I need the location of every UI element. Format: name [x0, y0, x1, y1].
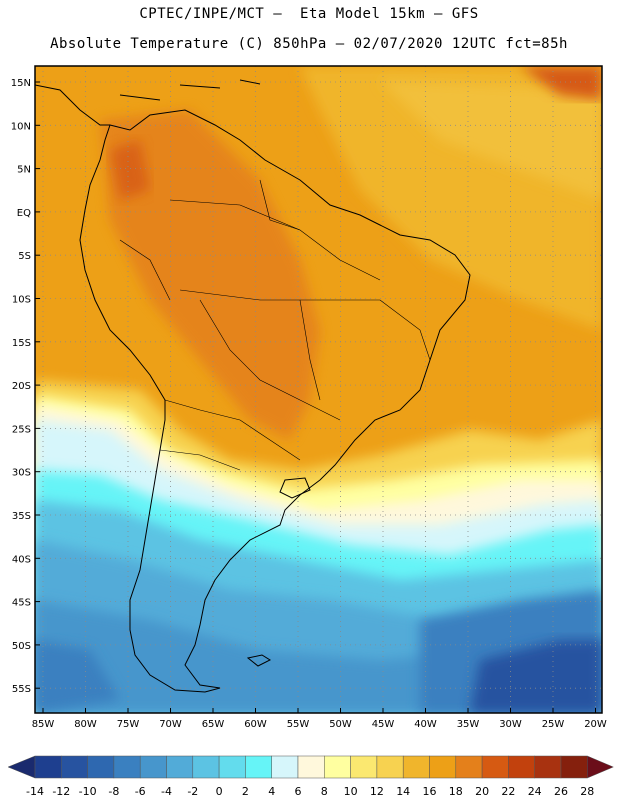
lat-label: 15S — [12, 338, 31, 349]
lon-label: 65W — [202, 719, 225, 730]
colorbar-tick-label: 18 — [449, 785, 463, 798]
uruguay-lagoon — [279, 477, 311, 499]
latitude-labels: 15N 10N 5N EQ 5S 10S 15S 20S 25S 30S 35S 40S 45S 50S 5… — [11, 78, 40, 695]
colorbar-over-arrow — [587, 755, 614, 779]
lon-label: 40W — [414, 719, 437, 730]
colorbar-under-arrow — [7, 755, 36, 779]
lon-label: 30W — [499, 719, 522, 730]
colorbar-tick-label: 6 — [295, 785, 302, 798]
caribbean-islands — [119, 79, 261, 101]
title-line-2: Absolute Temperature (C) 850hPa – 02/07/… — [50, 36, 568, 52]
lat-label: 35S — [12, 511, 31, 522]
colorbar-tick-label: -12 — [52, 785, 70, 798]
colorbar-tick-label: -4 — [161, 785, 172, 798]
colorbar-swatch — [34, 755, 62, 779]
state-borders — [119, 179, 431, 471]
temperature-field — [35, 66, 602, 713]
colorbar-tick-label: -6 — [135, 785, 146, 798]
colorbar-swatch — [166, 755, 194, 779]
colorbar: -14 -12 -10 -8 -6 -4 -2 0 2 4 6 8 10 12 14 16 18 20 22 24 26… — [7, 755, 614, 798]
colorbar-swatch — [324, 755, 351, 779]
colorbar-swatch — [113, 755, 141, 779]
colorbar-swatch — [192, 755, 220, 779]
lon-label: 25W — [542, 719, 565, 730]
colorbar-tick-label: 2 — [242, 785, 249, 798]
lon-label: 55W — [287, 719, 310, 730]
lon-label: 50W — [329, 719, 352, 730]
colorbar-tick-label: 26 — [554, 785, 568, 798]
colorbar-tick-label: 22 — [501, 785, 515, 798]
lon-label: 85W — [32, 719, 55, 730]
lat-label: 5S — [18, 251, 31, 262]
colorbar-tick-label: 12 — [370, 785, 384, 798]
colorbar-swatch — [560, 755, 588, 779]
lat-label: 45S — [12, 598, 31, 609]
colorbar-swatch — [87, 755, 115, 779]
lat-label: 5N — [17, 165, 31, 176]
lon-label: 75W — [117, 719, 140, 730]
colorbar-tick-label: 8 — [321, 785, 328, 798]
colorbar-swatch — [508, 755, 535, 779]
field-band-22 — [110, 140, 150, 200]
colorbar-swatch — [139, 755, 167, 779]
lat-label: 10S — [12, 295, 31, 306]
colorbar-swatch — [271, 755, 299, 779]
longitude-labels: 85W 80W 75W 70W 65W 60W 55W 50W 45W 40W 35W 30W 25W 2… — [32, 708, 607, 730]
colorbar-tick-label: 16 — [423, 785, 437, 798]
colorbar-tick-label: 10 — [344, 785, 358, 798]
colorbar-swatch — [455, 755, 483, 779]
lat-label: 30S — [12, 468, 31, 479]
colorbar-swatch — [245, 755, 272, 779]
south-america-outline — [79, 109, 471, 693]
lon-label: 20W — [584, 719, 607, 730]
field-band-17 — [380, 80, 602, 200]
colorbar-tick-label: 24 — [528, 785, 542, 798]
colorbar-tick-label: -8 — [108, 785, 119, 798]
lat-label: 40S — [12, 554, 31, 565]
lat-label: 55S — [12, 684, 31, 695]
colorbar-swatch — [402, 755, 430, 779]
field-hot-northeast — [520, 66, 602, 100]
colorbar-tick-label: -10 — [79, 785, 97, 798]
colorbar-swatch — [350, 755, 378, 779]
field-band-m8-west — [35, 640, 120, 713]
lat-label: 25S — [12, 424, 31, 435]
lat-label: 10N — [11, 121, 31, 132]
colorbar-tick-label: 28 — [580, 785, 594, 798]
field-band-20 — [100, 110, 320, 440]
colorbar-tick-label: 20 — [475, 785, 489, 798]
colorbar-swatch — [218, 755, 246, 779]
colorbar-tick-label: 0 — [216, 785, 223, 798]
colorbar-swatch — [297, 755, 325, 779]
colorbar-swatch — [429, 755, 457, 779]
lat-label: 20S — [12, 381, 31, 392]
colorbar-swatch — [534, 755, 562, 779]
field-band-m12 — [470, 640, 602, 713]
colorbar-tick-label: -2 — [187, 785, 198, 798]
coastline — [35, 79, 471, 693]
lon-label: 80W — [74, 719, 97, 730]
lon-label: 70W — [159, 719, 182, 730]
colorbar-swatch — [481, 755, 509, 779]
central-america — [35, 84, 110, 126]
lat-label: EQ — [17, 208, 31, 219]
falklands — [246, 654, 272, 667]
plot-frame — [34, 65, 603, 714]
colorbar-tick-label: 4 — [268, 785, 275, 798]
lon-label: 45W — [372, 719, 395, 730]
colorbar-tick-label: 14 — [396, 785, 410, 798]
lon-label: 35W — [457, 719, 480, 730]
lon-label: 60W — [244, 719, 267, 730]
colorbar-swatch — [376, 755, 404, 779]
colorbar-tick-label: -14 — [26, 785, 44, 798]
title-line-1: CPTEC/INPE/MCT – Eta Model 15km – GFS — [139, 6, 479, 22]
colorbar-swatch — [61, 755, 88, 779]
lat-label: 15N — [11, 78, 31, 89]
lat-label: 50S — [12, 641, 31, 652]
